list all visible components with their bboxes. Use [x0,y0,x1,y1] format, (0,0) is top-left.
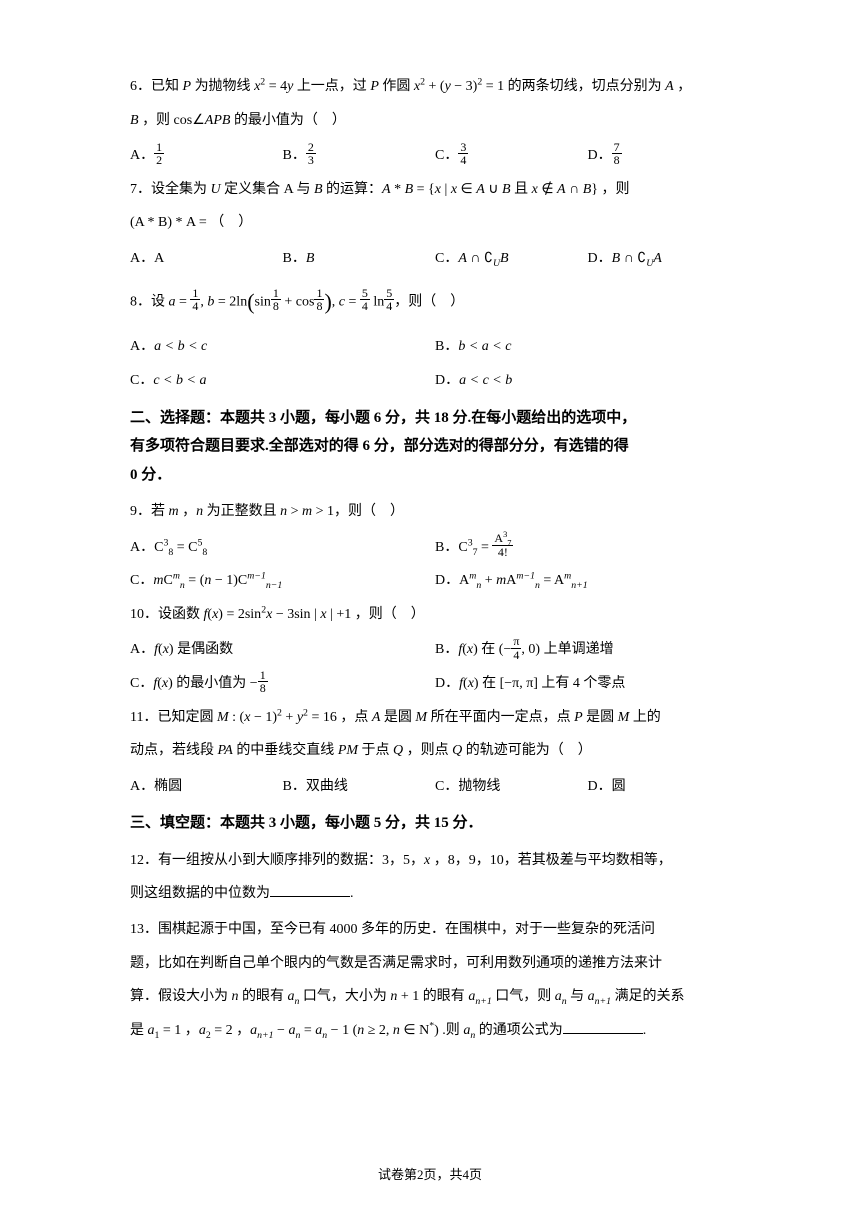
q6-options: A．12 B．23 C．34 D．78 [130,139,740,173]
q7-stem-b: 定义集合 A 与 [221,182,314,197]
blank-input [563,1019,643,1034]
q10-options-1: A．f(x) 是偶函数 B．f(x) 在 (−π4, 0) 上单调递增 [130,633,740,667]
page-footer: 试卷第2页，共4页 [0,1159,860,1190]
question-9: 9．若 m ，n 为正整数且 n > m > 1，则（ ） [130,495,740,529]
q7-line2: (A * B) * A = （ ） [130,215,252,230]
q7-options: A．A B．B C．A ∩ ∁UB D．B ∩ ∁UA [130,242,740,276]
q6-line2-a: ，则 cos∠ [139,113,205,128]
q7-U: U [211,182,221,197]
q9-options-2: C．mCmn = (n − 1)Cm−1n−1 D．Amn + mAm−1n =… [130,564,740,598]
q6-stem-a: 6．已知 [130,79,183,94]
q11-options: A．椭圆 B．双曲线 C．抛物线 D．圆 [130,770,740,804]
q6-optD: D．78 [588,139,741,173]
q7-stem-d: ，则 [598,182,630,197]
q9-optD: D．Amn + mAm−1n = Amn+1 [435,564,740,598]
q6-stem-b: 为抛物线 [191,79,254,94]
q10-optA: A．f(x) 是偶函数 [130,633,435,667]
question-13: 13．围棋起源于中国，至今已有 4000 多年的历史．在围棋中，对于一些复杂的死… [130,913,740,1047]
q10-optD: D．f(x) 在 [−π, π] 上有 4 个零点 [435,667,740,701]
q6-optB: B．23 [283,139,436,173]
q6-P2: P [370,79,379,94]
blank-input [270,882,350,897]
q9-optA: A．C38 = C58 [130,531,435,565]
q11-optD: D．圆 [588,770,741,804]
section-3-header: 三、填空题：本题共 3 小题，每小题 5 分，共 15 分． [130,809,740,838]
q8-optA: A．a < b < c [130,330,435,364]
question-6: 6．已知 P 为抛物线 x2 = 4y 上一点，过 P 作圆 x2 + (y −… [130,70,740,137]
q6-stem-d: 作圆 [379,79,414,94]
q6-line2-b: 的最小值为（ ） [230,113,346,128]
section-2-header: 二、选择题：本题共 3 小题，每小题 6 分，共 18 分.在每小题给出的选项中… [130,404,740,490]
q7-stem-a: 7．设全集为 [130,182,211,197]
q7-optD: D．B ∩ ∁UA [588,242,741,276]
q11-optB: B．双曲线 [283,770,436,804]
q8-optD: D．a < c < b [435,364,740,398]
q6-eq2-d: − 3) [451,79,478,94]
q11-optA: A．椭圆 [130,770,283,804]
q9-options-1: A．C38 = C58 B．C37 = A374! [130,531,740,565]
q6-stem-e: 的两条切线，切点分别为 [504,79,665,94]
question-10: 10．设函数 f(x) = 2sin2x − 3sin | x | +1 ，则（… [130,598,740,632]
q6-A: A [665,79,674,94]
q6-eq1-eq: = 4 [265,79,287,94]
q6-optA: A．12 [130,139,283,173]
q6-P: P [183,79,192,94]
q8-options-1: A．a < b < c B．b < a < c [130,330,740,364]
q9-optC: C．mCmn = (n − 1)Cm−1n−1 [130,564,435,598]
q6-APB: APB [205,113,231,128]
q8-optC: C．c < b < a [130,364,435,398]
q7-optC: C．A ∩ ∁UB [435,242,588,276]
q6-eq2-e: = 1 [482,79,504,94]
q8-stem-a: 8．设 [130,294,169,309]
q10-optC: C．f(x) 的最小值为 −18 [130,667,435,701]
q7-B: B [314,182,323,197]
q7-optA: A．A [130,242,283,276]
q8-options-2: C．c < b < a D．a < c < b [130,364,740,398]
q8-stem-b: ，则（ ） [394,294,464,309]
q10-optB: B．f(x) 在 (−π4, 0) 上单调递增 [435,633,740,667]
q8-optB: B．b < a < c [435,330,740,364]
q6-eq2-b: + ( [425,79,445,94]
q11-optC: C．抛物线 [435,770,588,804]
q10-options-2: C．f(x) 的最小值为 −18 D．f(x) 在 [−π, π] 上有 4 个… [130,667,740,701]
question-12: 12．有一组按从小到大顺序排列的数据：3，5，x ，8，9，10，若其极差与平均… [130,844,740,911]
q6-stem-c: 上一点，过 [293,79,370,94]
question-11: 11．已知定圆 M : (x − 1)2 + y2 = 16 ，点 A 是圆 M… [130,701,740,768]
question-8: 8．设 a = 14, b = 2ln(sin18 + cos18), c = … [130,276,740,329]
q6-B: B [130,113,139,128]
q7-stem-c: 的运算： [323,182,383,197]
q6-stem-f: ， [674,79,692,94]
q6-optC: C．34 [435,139,588,173]
question-7: 7．设全集为 U 定义集合 A 与 B 的运算：A * B = {x | x ∈… [130,173,740,240]
q9-optB: B．C37 = A374! [435,531,740,565]
q7-optB: B．B [283,242,436,276]
